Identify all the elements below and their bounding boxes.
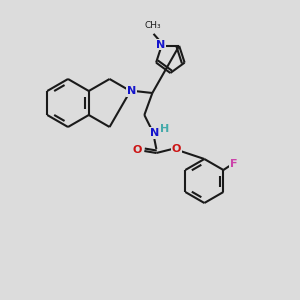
Text: H: H (160, 124, 169, 134)
Text: CH₃: CH₃ (144, 21, 161, 30)
Text: N: N (150, 128, 159, 138)
Text: O: O (133, 145, 142, 155)
Text: O: O (172, 144, 181, 154)
Text: N: N (127, 86, 136, 96)
Text: F: F (230, 159, 237, 169)
Text: N: N (156, 40, 165, 50)
